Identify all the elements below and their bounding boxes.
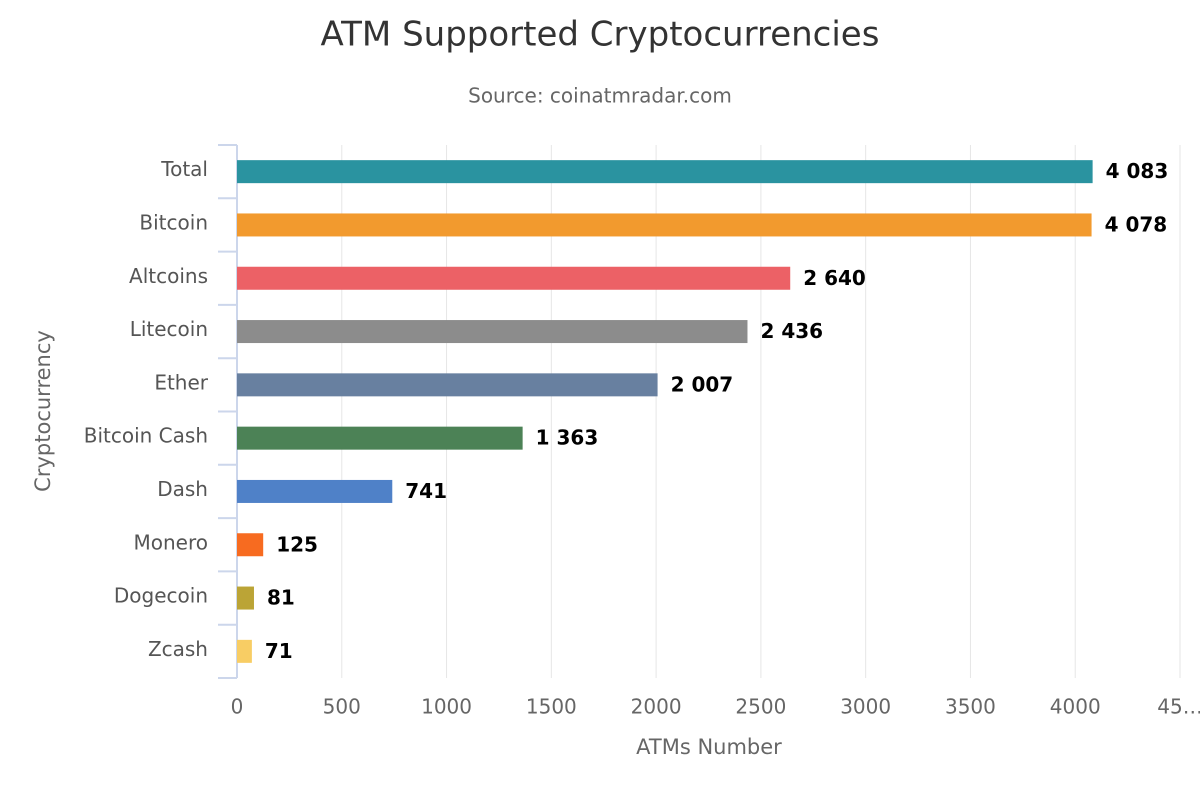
bar (237, 586, 254, 610)
bar (237, 320, 748, 344)
data-label: 2 436 (760, 319, 823, 343)
bar (237, 533, 264, 557)
x-tick-label: 2000 (631, 695, 682, 719)
x-tick-label: 3000 (840, 695, 891, 719)
y-tick-label: Altcoins (129, 264, 208, 288)
x-tick-label: 0 (231, 695, 244, 719)
y-tick-label: Monero (134, 530, 209, 554)
data-label: 71 (265, 639, 293, 663)
y-tick-label: Zcash (148, 637, 208, 661)
y-tick-label: Total (160, 157, 208, 181)
bar (237, 266, 791, 290)
bar (237, 160, 1093, 184)
bar (237, 639, 252, 663)
x-tick-label: 2500 (735, 695, 786, 719)
data-label: 81 (267, 586, 295, 610)
x-tick-label: 1000 (421, 695, 472, 719)
y-tick-label: Dogecoin (114, 584, 208, 608)
data-label: 4 083 (1106, 159, 1169, 183)
x-tick-label: 1500 (526, 695, 577, 719)
y-tick-label: Ether (154, 370, 208, 394)
x-tick-label: 4000 (1050, 695, 1101, 719)
data-label: 741 (405, 479, 447, 503)
data-label: 2 640 (803, 266, 866, 290)
data-label: 1 363 (536, 426, 599, 450)
y-tick-label: Dash (157, 477, 208, 501)
data-label: 125 (276, 532, 318, 556)
chart-title: ATM Supported Cryptocurrencies (321, 15, 880, 55)
x-axis-title: ATMs Number (636, 735, 782, 759)
data-label: 4 078 (1105, 212, 1168, 236)
x-tick-label: 500 (323, 695, 361, 719)
bar (237, 479, 393, 503)
data-label: 2 007 (671, 372, 734, 396)
x-tick-label: 45… (1157, 695, 1200, 719)
y-axis-title: Cryptocurrency (31, 330, 55, 492)
chart-subtitle: Source: coinatmradar.com (468, 84, 732, 108)
bar (237, 213, 1092, 237)
y-tick-label: Litecoin (130, 317, 208, 341)
y-tick-label: Bitcoin Cash (84, 424, 208, 448)
y-tick-label: Bitcoin (139, 210, 208, 234)
x-tick-label: 3500 (945, 695, 996, 719)
bar (237, 373, 658, 397)
bar (237, 426, 523, 450)
